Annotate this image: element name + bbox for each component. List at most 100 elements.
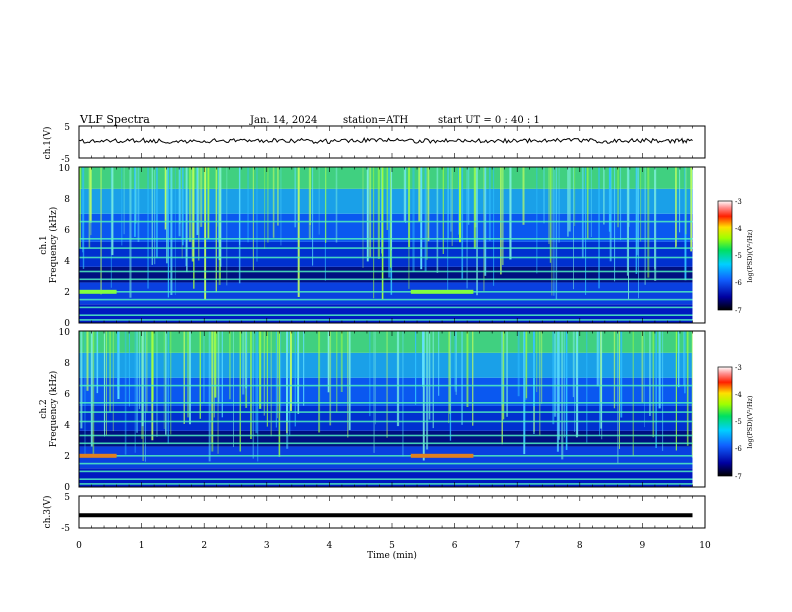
- start-ut-label: start UT = 0 : 40 : 1: [438, 115, 540, 126]
- sferic-streak: [183, 331, 185, 424]
- sferic-streak: [536, 167, 538, 274]
- sferic-streak: [189, 331, 191, 425]
- sferic-streak: [427, 167, 430, 242]
- sferic-streak: [525, 331, 527, 400]
- sferic-streak: [252, 331, 254, 459]
- sferic-streak: [375, 331, 376, 425]
- sferic-streak: [226, 167, 228, 286]
- sferic-streak: [450, 167, 452, 232]
- sferic-streak: [277, 331, 278, 419]
- sferic-streak: [678, 331, 680, 388]
- sferic-streak: [628, 167, 630, 227]
- narrowband-line: [79, 247, 693, 249]
- figure-title: VLF Spectra: [79, 113, 150, 126]
- sferic-streak: [86, 331, 89, 391]
- sferic-streak: [167, 331, 169, 444]
- sferic-streak: [211, 331, 214, 444]
- sferic-streak: [476, 167, 478, 296]
- sferic-streak: [590, 167, 592, 237]
- sferic-streak: [466, 331, 469, 407]
- ch2-ylabel-frequency: Frequency (kHz): [48, 371, 59, 448]
- sferic-streak: [503, 331, 505, 420]
- sferic-streak: [336, 331, 338, 413]
- spectrogram-layer: [79, 446, 693, 469]
- sferic-streak: [422, 331, 425, 461]
- sferic-streak: [683, 331, 685, 386]
- sferic-streak: [134, 167, 136, 237]
- sferic-streak: [574, 331, 575, 432]
- spectrogram-layer: [79, 352, 693, 378]
- xtick-3: 3: [264, 541, 270, 551]
- sferic-streak: [586, 331, 588, 443]
- sferic-streak: [166, 167, 168, 264]
- sferic-streak: [418, 167, 421, 222]
- sferic-streak: [466, 167, 468, 289]
- sferic-streak: [327, 331, 330, 393]
- xtick-6: 6: [452, 541, 458, 551]
- sferic-streak: [220, 167, 222, 267]
- sferic-streak: [147, 167, 149, 289]
- sferic-streak: [105, 331, 107, 436]
- sferic-streak: [137, 167, 140, 242]
- sferic-streak: [548, 167, 550, 244]
- sferic-streak: [124, 331, 127, 455]
- sferic-streak: [551, 167, 553, 296]
- spectrogram-layer: [79, 304, 693, 323]
- sferic-streak: [675, 167, 677, 247]
- sferic-streak: [617, 167, 619, 228]
- sferic-streak: [217, 167, 219, 243]
- narrowband-line: [79, 278, 693, 281]
- sferic-streak: [216, 167, 218, 227]
- xtick-2: 2: [201, 541, 207, 551]
- sferic-streak: [239, 331, 241, 452]
- sferic-streak: [483, 167, 485, 291]
- sferic-streak: [573, 167, 574, 290]
- sferic-streak: [213, 331, 215, 418]
- sferic-streak: [649, 331, 651, 416]
- sferic-streak: [552, 331, 555, 425]
- sferic-streak: [141, 331, 144, 427]
- sferic-streak: [174, 167, 176, 295]
- sferic-streak: [373, 167, 375, 299]
- ch3-ytick-top: 5: [64, 493, 70, 503]
- sferic-streak: [163, 331, 165, 430]
- ch1-cb-tick-m7: -7: [735, 307, 742, 315]
- sferic-streak: [129, 167, 132, 298]
- sferic-streak: [189, 167, 192, 242]
- sferic-streak: [447, 167, 449, 291]
- narrowband-line: [79, 455, 693, 457]
- sferic-streak: [207, 167, 210, 239]
- narrowband-line: [79, 319, 693, 321]
- sferic-streak: [347, 331, 349, 438]
- sferic-streak: [297, 331, 300, 414]
- sferic-streak: [246, 331, 247, 396]
- sferic-streak: [366, 167, 369, 262]
- sferic-streak: [654, 167, 657, 281]
- sferic-streak: [89, 167, 92, 223]
- sferic-streak: [256, 167, 258, 262]
- sferic-streak: [572, 331, 575, 398]
- sferic-streak: [586, 167, 589, 240]
- ch2-ylabel-channel: ch.2: [39, 399, 49, 418]
- sferic-streak: [679, 167, 681, 233]
- narrowband-line: [79, 306, 693, 309]
- sferic-streak: [655, 331, 657, 448]
- sferic-streak: [151, 167, 153, 265]
- sferic-streak: [280, 167, 282, 246]
- narrowband-line: [79, 402, 693, 404]
- ch1-ytick-8: 8: [64, 195, 70, 205]
- sferic-streak: [110, 167, 112, 288]
- sferic-streak: [449, 331, 451, 414]
- sferic-streak: [121, 167, 123, 246]
- sferic-streak: [134, 331, 136, 453]
- sferic-streak: [502, 167, 504, 266]
- sferic-streak: [585, 167, 587, 295]
- sferic-streak: [297, 167, 300, 297]
- sferic-streak: [167, 167, 169, 298]
- sferic-streak: [117, 331, 119, 391]
- sferic-streak: [426, 331, 429, 450]
- sferic-streak: [373, 331, 375, 453]
- narrowband-line: [79, 478, 693, 480]
- xtick-1: 1: [139, 541, 145, 551]
